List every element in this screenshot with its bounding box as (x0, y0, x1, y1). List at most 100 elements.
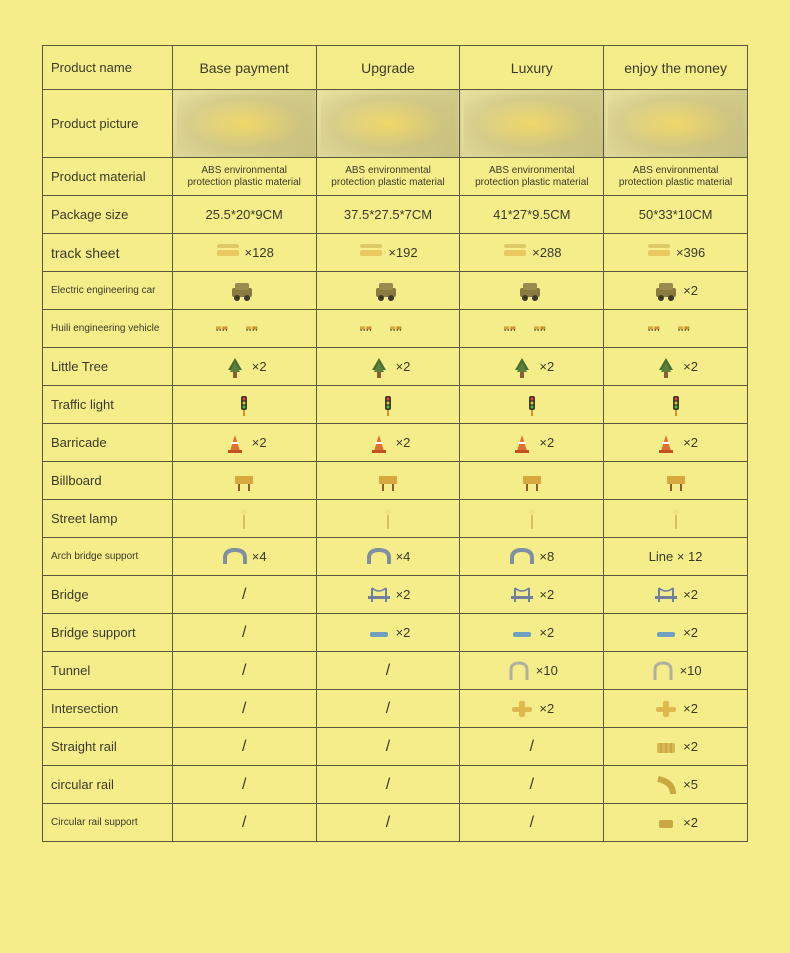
lamp-icon (375, 508, 401, 530)
count-text: ×2 (396, 435, 411, 450)
data-cell: / (316, 766, 460, 804)
trafficlight-icon (375, 394, 401, 416)
data-cell: ABS environmental protection plastic mat… (460, 158, 604, 196)
data-cell: ×2 (604, 690, 748, 728)
header-product-name: Product name (43, 46, 173, 90)
car-icon (229, 280, 255, 302)
data-cell: 37.5*27.5*7CM (316, 196, 460, 234)
vehicles-icon (216, 318, 242, 340)
data-cell: / (172, 614, 316, 652)
row-label: Barricade (43, 424, 173, 462)
vehicles-icon (504, 318, 530, 340)
data-cell: / (172, 804, 316, 842)
vehicles-icon (534, 318, 560, 340)
data-cell: ×2 (172, 424, 316, 462)
header-enjoy-money: enjoy the money (604, 46, 748, 90)
trafficlight-icon (519, 394, 545, 416)
trafficlight-icon (663, 394, 689, 416)
row-label: Product material (43, 158, 173, 196)
count-text: ×2 (683, 625, 698, 640)
car-icon (373, 280, 399, 302)
tree-icon (509, 356, 535, 378)
data-cell: ×2 (460, 348, 604, 386)
data-cell: ×192 (316, 234, 460, 272)
count-text: ×2 (683, 283, 698, 298)
data-cell: / (316, 690, 460, 728)
slash-mark: / (386, 662, 390, 679)
row-label: track sheet (43, 234, 173, 272)
data-cell: / (172, 766, 316, 804)
track-icon (215, 242, 241, 264)
slash-mark: / (242, 814, 246, 831)
row-label: Product picture (43, 90, 173, 158)
data-cell: / (316, 804, 460, 842)
row-label: Electric engineering car (43, 272, 173, 310)
data-cell (460, 90, 604, 158)
row-label: Huili engineering vehicle (43, 310, 173, 348)
vehicles-icon (360, 318, 386, 340)
count-text: ×2 (252, 359, 267, 374)
data-cell: ×288 (460, 234, 604, 272)
data-cell (172, 386, 316, 424)
data-cell: ABS environmental protection plastic mat… (316, 158, 460, 196)
slash-mark: / (530, 776, 534, 793)
data-cell: ×2 (172, 348, 316, 386)
cone-icon (222, 432, 248, 454)
data-cell: ×2 (604, 728, 748, 766)
car-icon (653, 280, 679, 302)
table-row: Arch bridge support×4×4×8Line × 12 (43, 538, 748, 576)
arch-icon (366, 546, 392, 568)
data-cell: / (316, 652, 460, 690)
data-cell: ×2 (604, 348, 748, 386)
data-cell (460, 310, 604, 348)
data-cell (172, 462, 316, 500)
cone-icon (366, 432, 392, 454)
table-row: Traffic light (43, 386, 748, 424)
table-row: Intersection//×2×2 (43, 690, 748, 728)
count-text: ×2 (539, 625, 554, 640)
data-cell (460, 272, 604, 310)
tree-icon (222, 356, 248, 378)
bridge-icon (653, 584, 679, 606)
data-cell: ×2 (604, 424, 748, 462)
tunnel-icon (650, 660, 676, 682)
billboard-icon (519, 470, 545, 492)
slash-mark: / (242, 624, 246, 641)
data-cell (604, 386, 748, 424)
data-cell (316, 90, 460, 158)
data-cell: / (460, 728, 604, 766)
count-text: ×2 (252, 435, 267, 450)
data-cell: ×2 (604, 614, 748, 652)
table-row: Product picture (43, 90, 748, 158)
table-row: Electric engineering car ×2 (43, 272, 748, 310)
row-label: Billboard (43, 462, 173, 500)
data-cell: ×2 (316, 576, 460, 614)
row-label: Straight rail (43, 728, 173, 766)
count-text: ×10 (680, 663, 702, 678)
bsupport-icon (653, 622, 679, 644)
vehicles-icon (648, 318, 674, 340)
billboard-icon (663, 470, 689, 492)
slash-mark: / (386, 700, 390, 717)
count-text: ×2 (396, 625, 411, 640)
data-cell: / (172, 652, 316, 690)
row-label: Bridge support (43, 614, 173, 652)
row-label: Traffic light (43, 386, 173, 424)
vehicles-icon (390, 318, 416, 340)
data-cell: ×2 (316, 614, 460, 652)
table-row: Product material ABS environmental protec… (43, 158, 748, 196)
table-row: Bridge/×2×2×2 (43, 576, 748, 614)
count-text: ×2 (683, 435, 698, 450)
data-cell: ABS environmental protection plastic mat… (604, 158, 748, 196)
lamp-icon (663, 508, 689, 530)
count-text: ×2 (539, 435, 554, 450)
row-label: circular rail (43, 766, 173, 804)
data-cell (172, 272, 316, 310)
bridge-icon (366, 584, 392, 606)
table-row: circular rail///×5 (43, 766, 748, 804)
data-cell: ×2 (604, 804, 748, 842)
count-text: ×5 (683, 777, 698, 792)
data-cell: ×4 (316, 538, 460, 576)
arch-icon (509, 546, 535, 568)
header-base-payment: Base payment (172, 46, 316, 90)
